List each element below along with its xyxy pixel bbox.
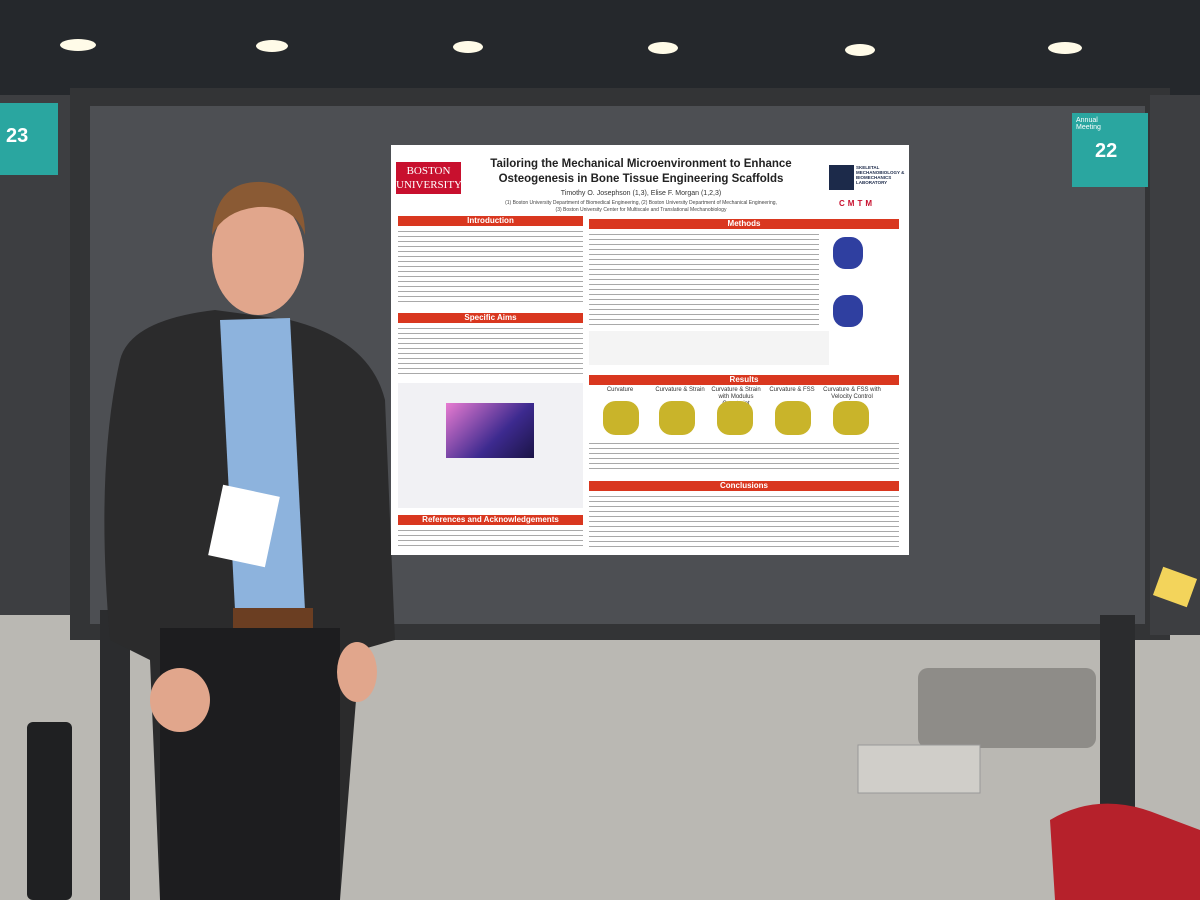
body-text xyxy=(589,232,819,327)
method-figures xyxy=(589,331,829,365)
poster: BOSTON UNIVERSITY Tailoring the Mechanic… xyxy=(391,145,909,555)
section-header: Specific Aims xyxy=(398,313,583,323)
body-text xyxy=(398,326,583,376)
results-column-label: Curvature xyxy=(606,387,634,393)
section-header: Results xyxy=(589,375,899,385)
center-logo: CMTM xyxy=(839,199,875,208)
ceiling-lights xyxy=(60,39,1082,56)
lab-logo xyxy=(829,165,854,190)
left-board xyxy=(0,95,82,615)
results-column-label: Curvature & FSS with Velocity Control xyxy=(823,387,881,400)
authors: Timothy O. Josephson (1,3), Elise F. Mor… xyxy=(560,190,722,197)
section-header: Introduction xyxy=(398,216,583,226)
affiliation: (3) Boston University Center for Multisc… xyxy=(555,207,727,213)
floor-grate xyxy=(918,668,1096,748)
lab-name: SKELETAL MECHANOBIOLOGY & BIOMECHANICS L… xyxy=(856,165,905,185)
scaffold-render xyxy=(603,401,639,435)
results-column-label: Curvature & Strain xyxy=(655,387,705,393)
scaffold-render xyxy=(717,401,753,435)
results-column-label: Curvature & FSS xyxy=(769,387,815,393)
scaffold-render xyxy=(775,401,811,435)
scaffold-render xyxy=(833,401,869,435)
figure xyxy=(398,383,583,508)
body-text xyxy=(589,441,899,471)
scaffold-render xyxy=(833,237,863,269)
section-header: References and Acknowledgements xyxy=(398,515,583,525)
body-text xyxy=(589,494,899,550)
university-logo: BOSTON UNIVERSITY xyxy=(396,162,462,194)
floor-plate xyxy=(857,744,981,794)
left-post xyxy=(100,610,130,900)
booth-sign-right xyxy=(1072,113,1148,187)
booth-caption: Annual Meeting xyxy=(1076,117,1101,131)
body-text xyxy=(398,528,583,548)
scaffold-render xyxy=(833,295,863,327)
booth-number: 22 xyxy=(1095,140,1118,162)
poster-title: Tailoring the Mechanical Microenvironmen… xyxy=(490,158,792,185)
person xyxy=(104,181,395,900)
poster-tube xyxy=(27,722,72,900)
right-board xyxy=(1150,95,1200,635)
booth-sign-left xyxy=(0,103,58,175)
ceiling xyxy=(0,0,1200,100)
affiliation: (1) Boston University Department of Biom… xyxy=(505,200,777,206)
scaffold-render xyxy=(659,401,695,435)
cup xyxy=(1152,566,1198,608)
heatmap xyxy=(446,403,534,458)
body-text xyxy=(398,229,583,305)
red-jacket xyxy=(1050,803,1200,900)
booth-number: 23 xyxy=(6,125,29,147)
section-header: Methods xyxy=(589,219,899,229)
section-header: Conclusions xyxy=(589,481,899,491)
